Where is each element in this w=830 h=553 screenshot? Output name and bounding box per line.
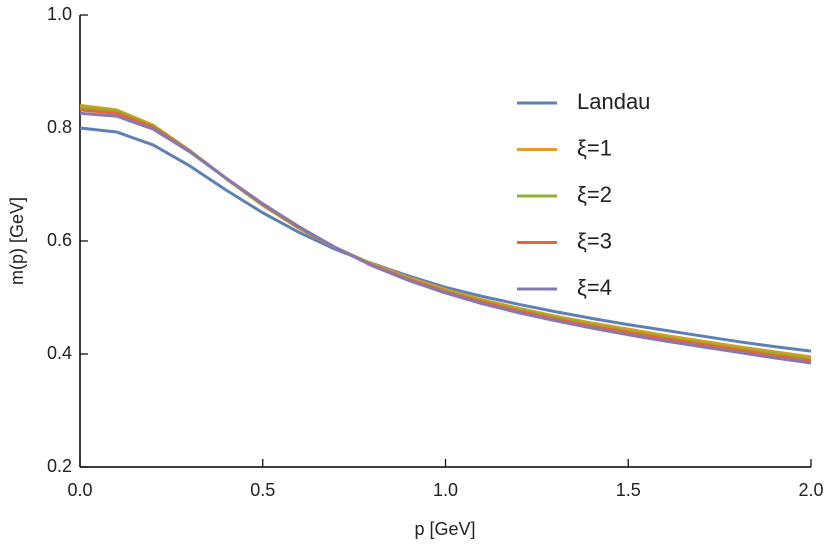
y-tick-label: 0.6 [47,230,72,250]
legend-label: ξ=4 [577,275,612,300]
line-series [79,105,812,361]
line-series [79,103,812,359]
y-tick-label: 0.2 [47,456,72,476]
line-series [79,111,812,365]
y-tick-label: 1.0 [47,4,72,24]
line-series [79,108,812,363]
legend-label: ξ=3 [577,228,612,253]
line-series [79,126,812,353]
x-tick-label: 1.5 [616,480,641,500]
y-tick-label: 0.4 [47,343,72,363]
x-axis-label: p [GeV] [414,519,475,539]
x-tick-label: 1.0 [433,480,458,500]
legend-label: ξ=2 [577,182,612,207]
x-tick-label: 0.5 [250,480,275,500]
y-tick-label: 0.8 [47,117,72,137]
x-tick-label: 2.0 [798,480,823,500]
legend-label: ξ=1 [577,135,612,160]
y-axis-label: m(p) [GeV] [7,197,27,285]
legend-label: Landau [577,89,650,114]
x-tick-label: 0.0 [67,480,92,500]
